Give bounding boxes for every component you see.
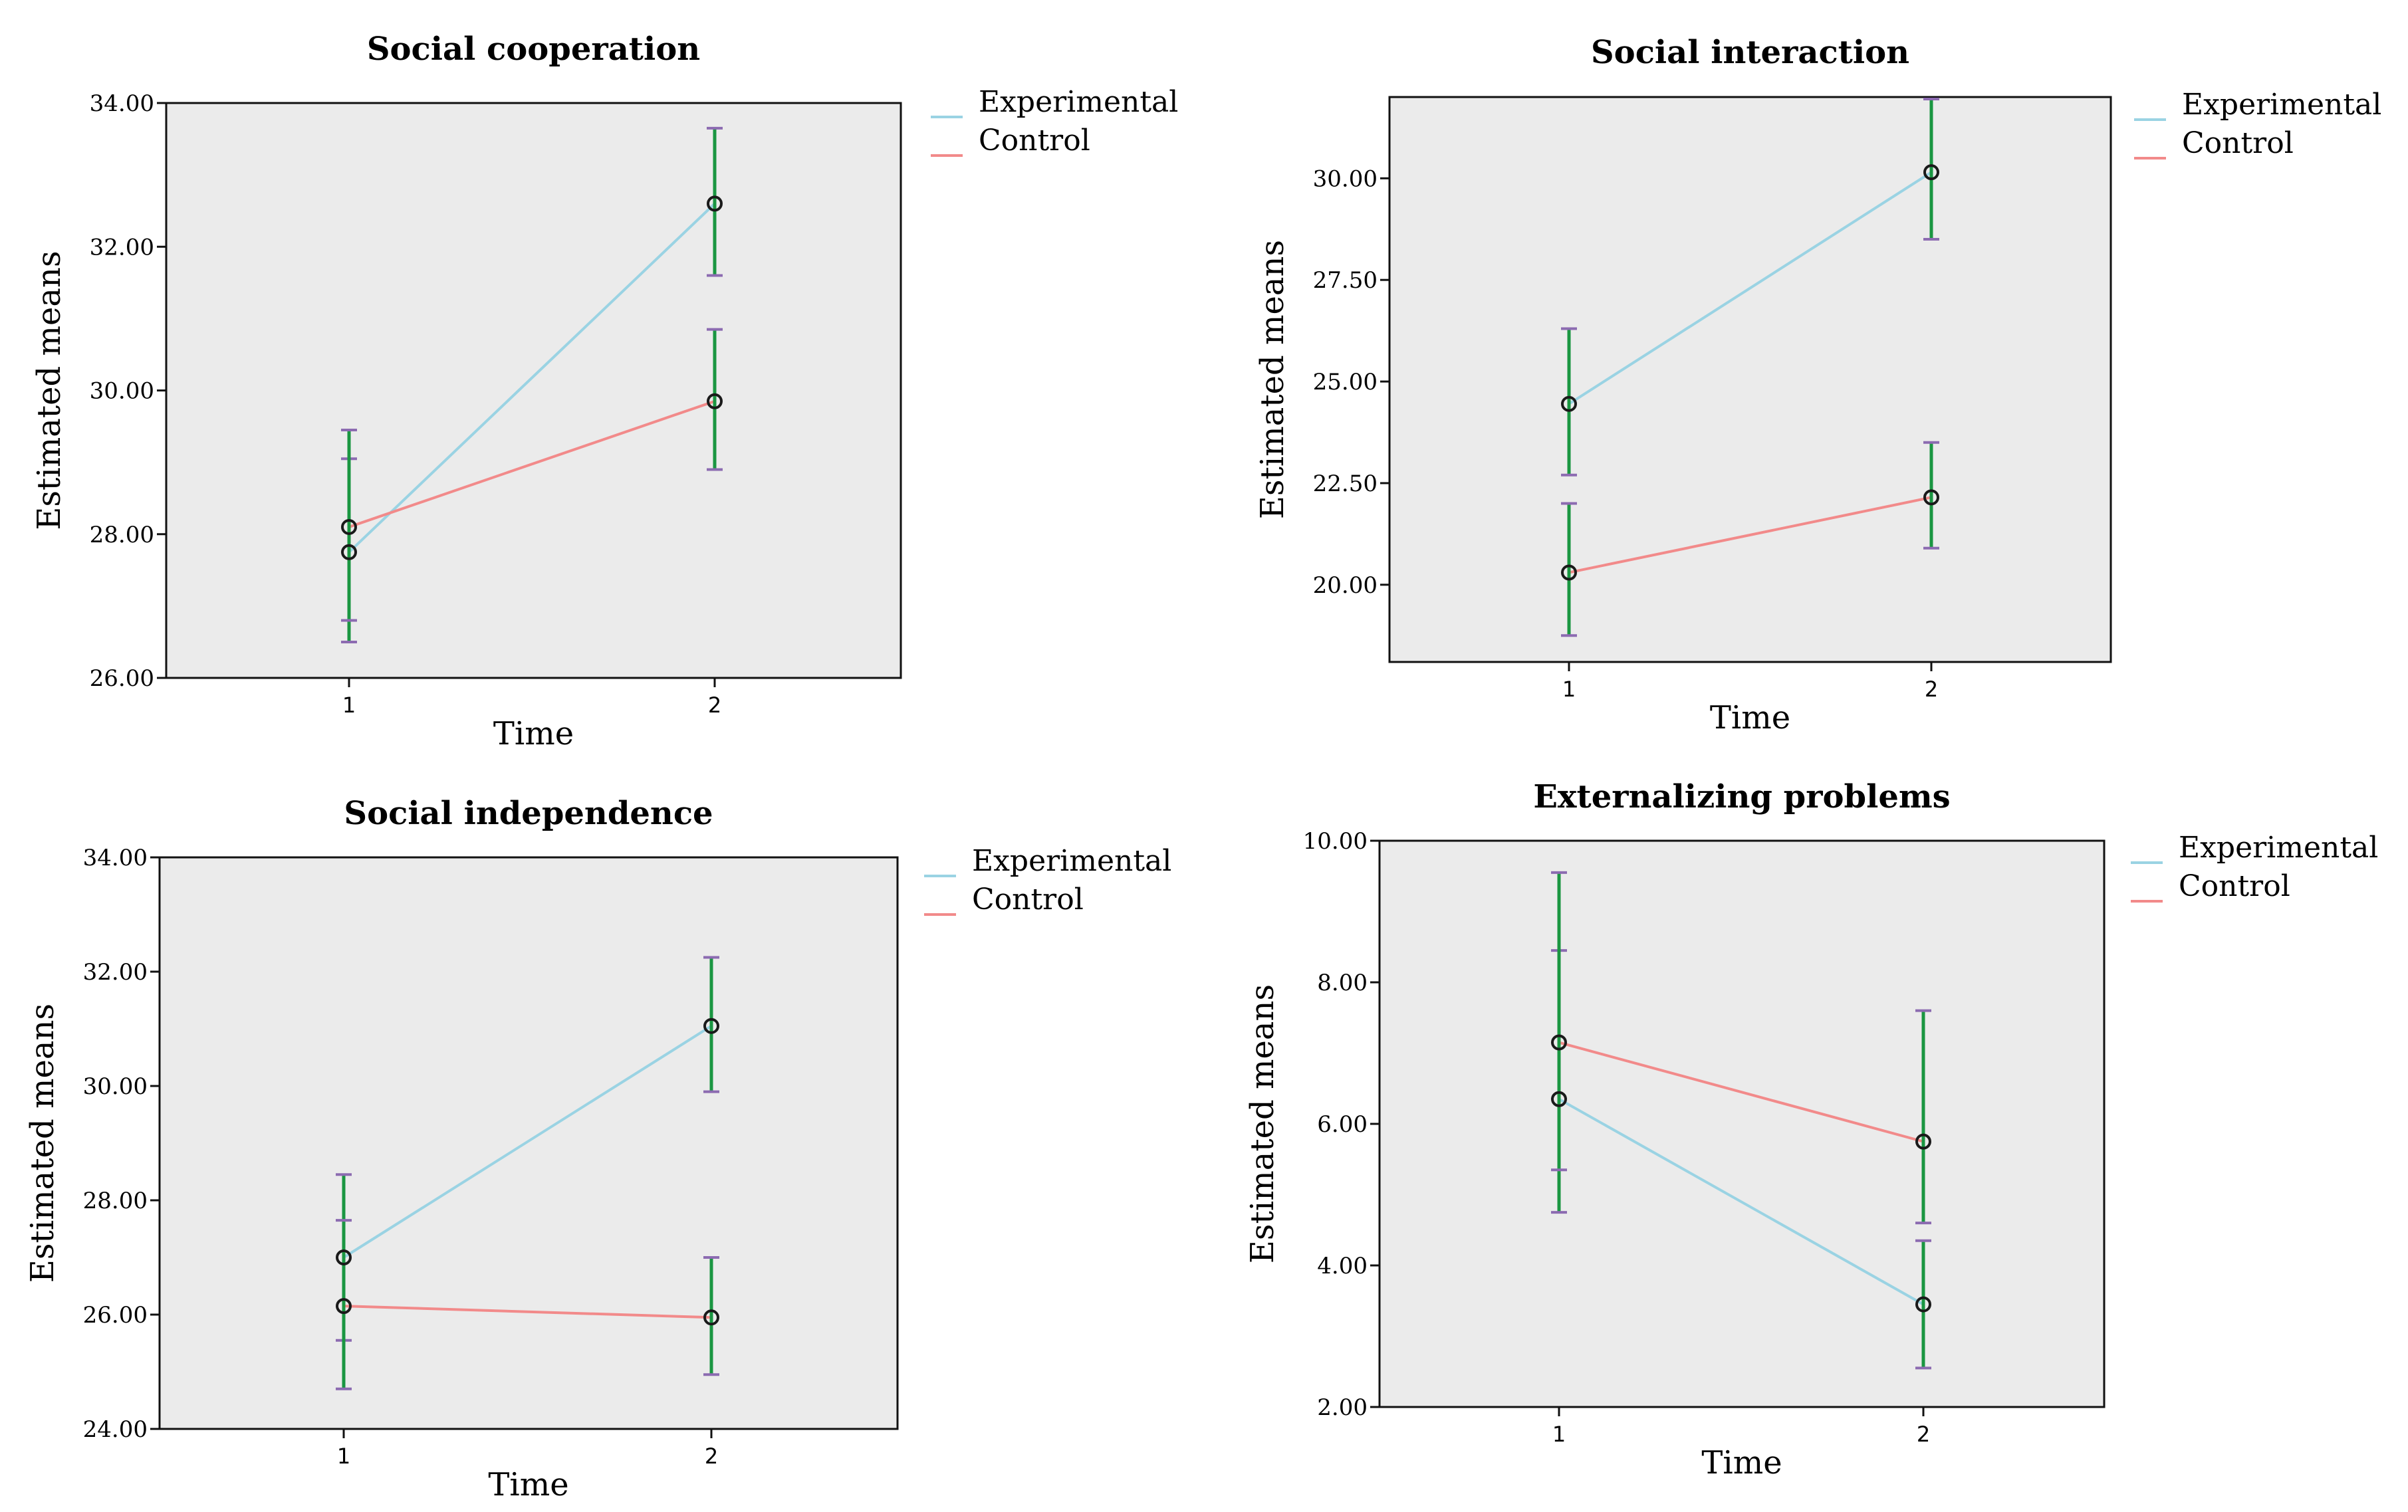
y-axis-label: Estimated means	[24, 1004, 61, 1283]
y-tick-label: 8.00	[1317, 970, 1368, 996]
y-tick-label: 27.50	[1313, 267, 1378, 294]
data-point-control	[707, 393, 723, 409]
x-tick-label: 2	[705, 1444, 718, 1469]
y-tick-label: 4.00	[1317, 1253, 1368, 1279]
data-point-experimental	[1561, 395, 1577, 412]
x-tick-label: 1	[1552, 1422, 1566, 1447]
y-tick-label: 34.00	[83, 845, 148, 871]
y-axis-label: Estimated means	[1244, 984, 1281, 1263]
y-tick-label: 25.00	[1313, 369, 1378, 395]
y-tick-label: 32.00	[90, 234, 154, 261]
data-point-experimental	[1551, 1091, 1567, 1107]
y-tick-label: 10.00	[1303, 828, 1368, 855]
data-point-control	[703, 1309, 719, 1326]
y-tick-label: 28.00	[90, 522, 154, 548]
data-point-control	[1923, 489, 1939, 506]
plot-area	[158, 856, 899, 1430]
plot-area	[1378, 839, 2106, 1408]
x-tick-label: 2	[1917, 1422, 1930, 1447]
series-line-experimental	[342, 1025, 713, 1259]
y-tick-label: 32.00	[83, 959, 148, 986]
x-axis-label: Time	[488, 1466, 568, 1503]
chart-title: Social cooperation	[367, 31, 700, 68]
legend-label-experimental: Experimental	[2182, 88, 2381, 122]
y-axis-label: Estimated means	[1254, 240, 1291, 519]
chart-title: Social interaction	[1591, 34, 1909, 71]
legend-label-experimental: Experimental	[2179, 831, 2378, 865]
data-point-experimental	[703, 1018, 719, 1034]
y-tick-label: 30.00	[83, 1073, 148, 1100]
data-point-experimental	[1915, 1296, 1931, 1313]
legend-label-experimental: Experimental	[972, 844, 1171, 878]
series-line-control	[348, 399, 715, 528]
x-tick-label: 1	[1562, 677, 1576, 702]
chart-panel-1: Social cooperation 26.00 28.00 30.00 32.00 34…	[31, 31, 1178, 752]
x-axis-label: Time	[493, 715, 574, 752]
x-axis-label: Time	[1701, 1444, 1782, 1481]
series-line-control	[1568, 496, 1932, 574]
data-point-experimental	[341, 544, 357, 560]
data-point-experimental	[336, 1249, 352, 1265]
legend-label-control: Control	[2182, 126, 2294, 160]
chart-panel-4: Externalizing problems 2.00 4.00 6.00 8.00 10…	[1244, 778, 2378, 1481]
y-tick-label: 20.00	[1313, 572, 1378, 599]
y-tick-label: 34.00	[90, 90, 154, 117]
legend-label-control: Control	[979, 124, 1090, 158]
y-tick-label: 2.00	[1317, 1394, 1368, 1421]
y-tick-label: 26.00	[83, 1302, 148, 1329]
chart-panel-2: Social interaction 20.00 22.50 25.00 27.50 30…	[1254, 34, 2381, 736]
legend-label-control: Control	[972, 883, 1084, 917]
data-point-control	[1551, 1034, 1567, 1051]
legend-label-experimental: Experimental	[979, 85, 1178, 119]
y-tick-label: 26.00	[90, 665, 154, 692]
x-tick-label: 2	[1925, 677, 1938, 702]
y-tick-label: 24.00	[83, 1416, 148, 1443]
y-axis-label: Estimated means	[31, 251, 68, 530]
y-tick-label: 6.00	[1317, 1111, 1368, 1138]
data-point-control	[336, 1298, 352, 1315]
plot-area	[165, 102, 902, 679]
series-line-control	[1558, 1041, 1924, 1143]
y-tick-label: 30.00	[1313, 165, 1378, 192]
x-tick-label: 1	[337, 1444, 350, 1469]
x-axis-label: Time	[1710, 699, 1790, 736]
chart-title: Social independence	[344, 795, 713, 832]
series-line-experimental	[348, 202, 716, 554]
y-tick-label: 22.50	[1313, 471, 1378, 497]
series-line-control	[343, 1305, 712, 1319]
data-point-experimental	[1923, 164, 1939, 181]
data-point-control	[341, 518, 357, 535]
x-tick-label: 2	[708, 693, 721, 718]
series-line-experimental	[1568, 171, 1933, 405]
y-tick-label: 30.00	[90, 378, 154, 405]
legend-label-control: Control	[2179, 869, 2290, 903]
data-point-control	[1561, 564, 1577, 581]
data-point-control	[1915, 1133, 1931, 1150]
series-line-experimental	[1558, 1097, 1924, 1306]
x-tick-label: 1	[342, 693, 356, 718]
data-point-experimental	[707, 195, 723, 212]
y-tick-label: 28.00	[83, 1188, 148, 1214]
plot-area	[1388, 96, 2112, 663]
chart-title: Externalizing problems	[1533, 778, 1950, 815]
chart-panel-3: Social independence 24.00 26.00 28.00 30.00 3…	[24, 795, 1171, 1503]
